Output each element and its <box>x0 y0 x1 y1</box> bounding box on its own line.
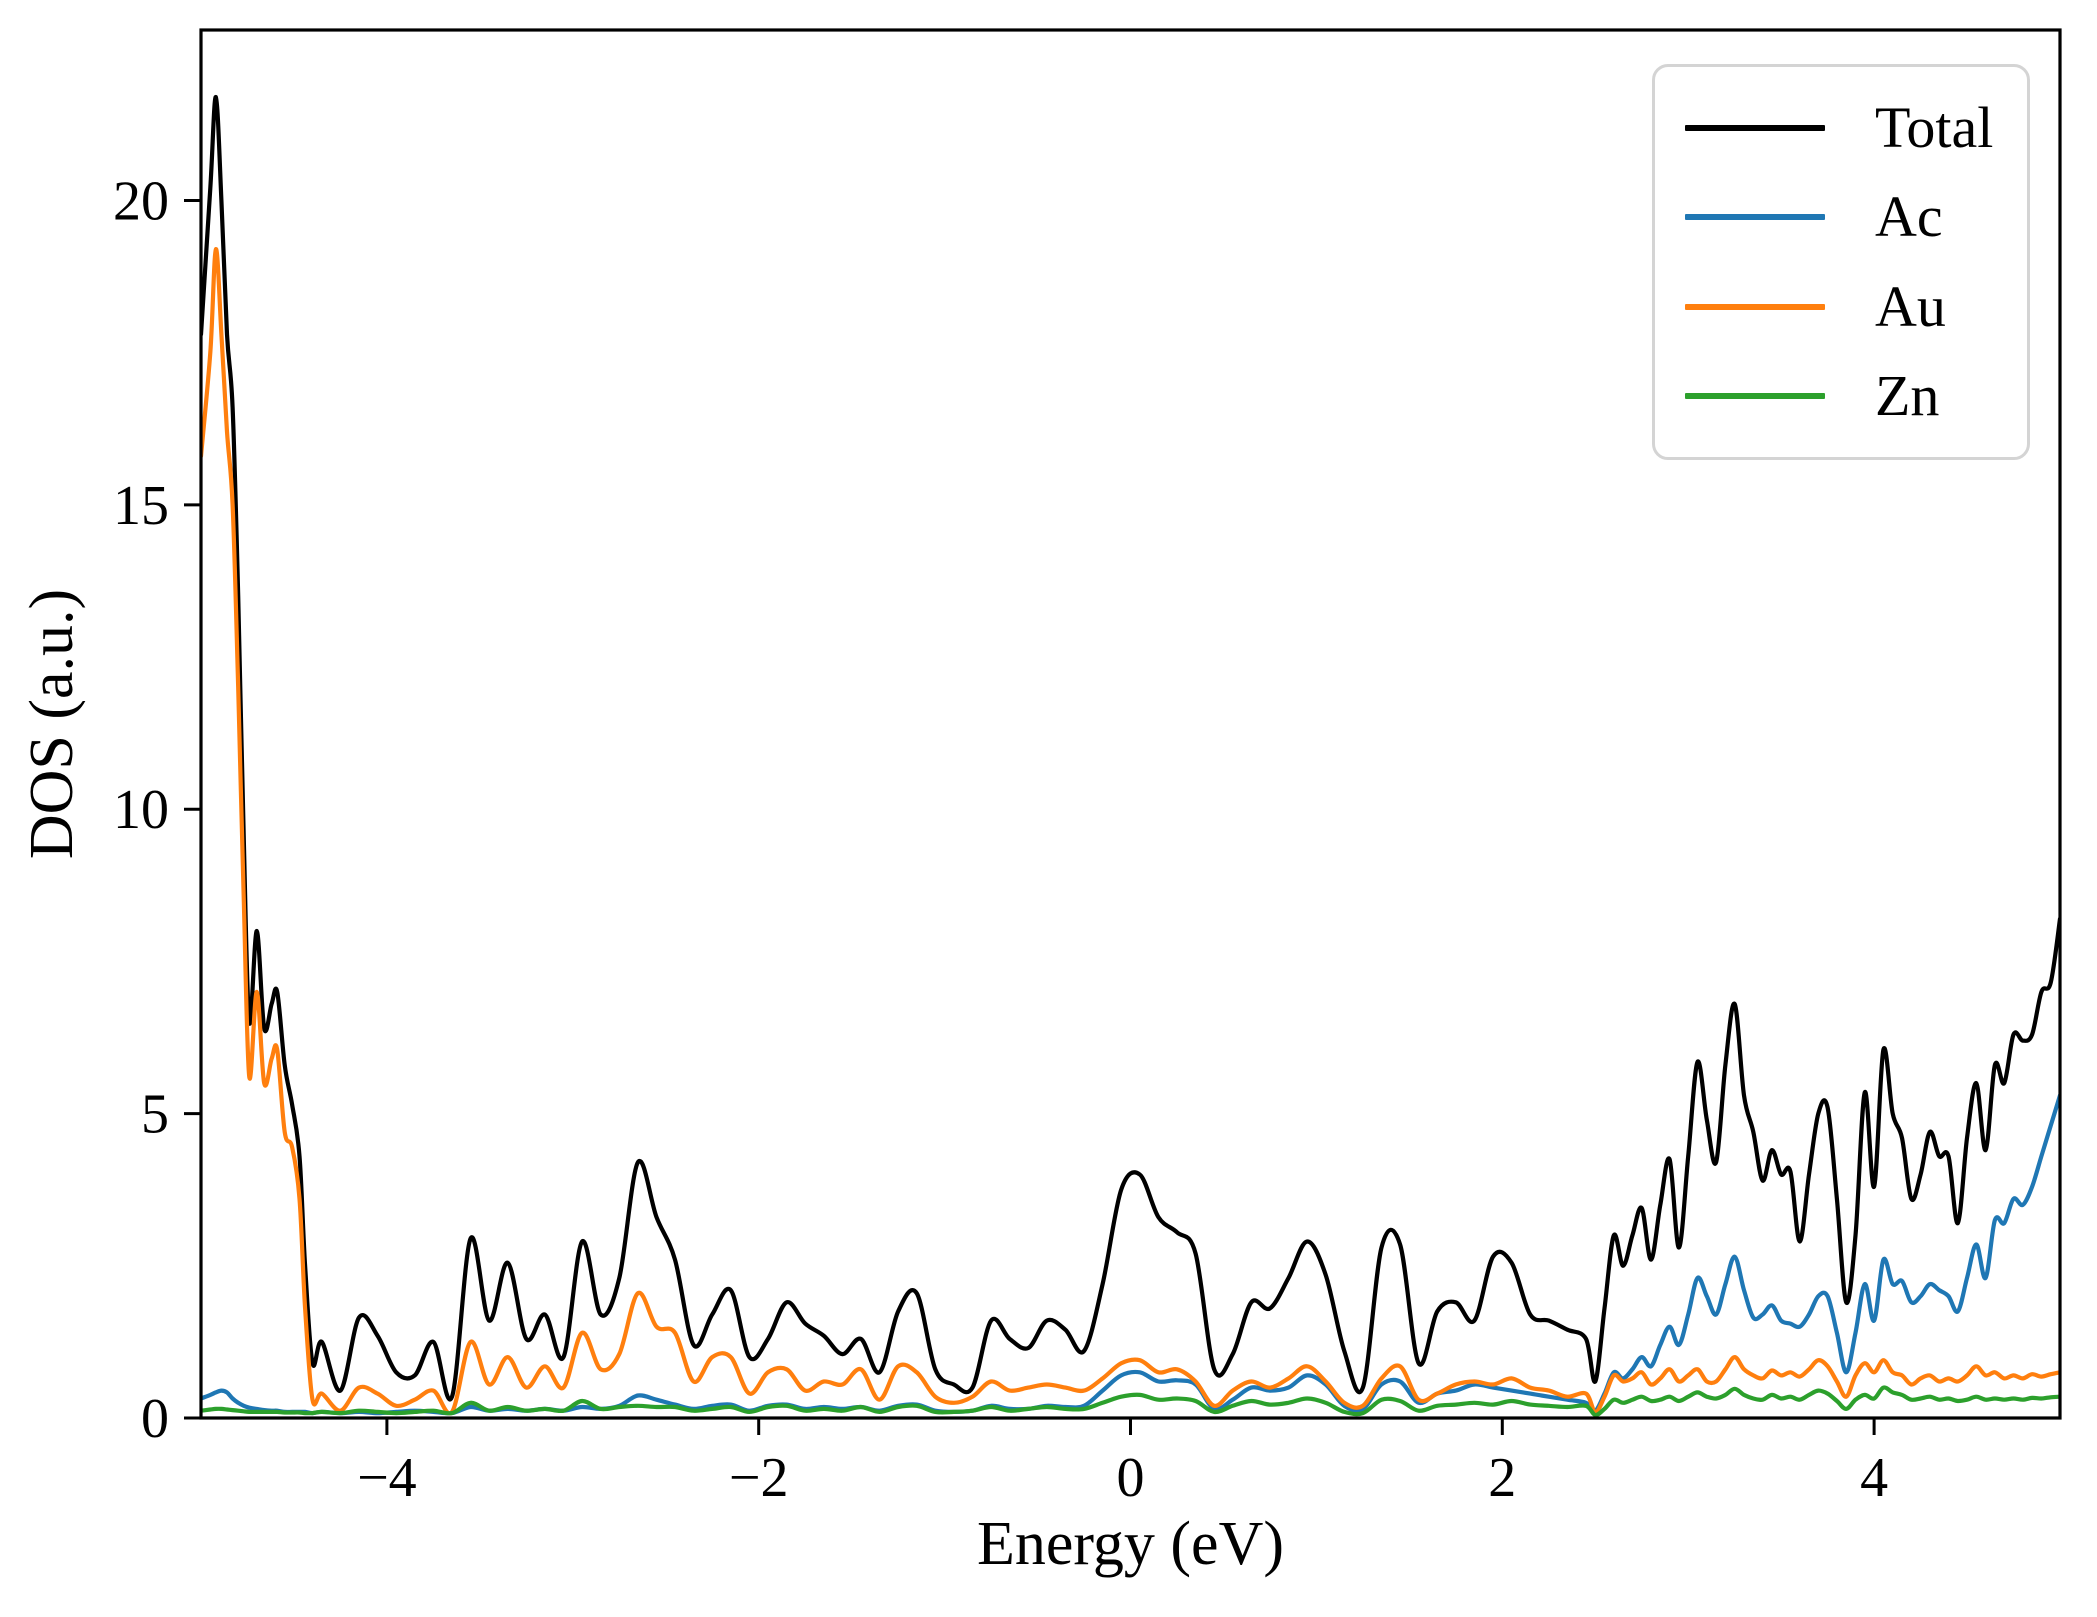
legend-entry-zn: Zn <box>1685 367 2001 425</box>
y-tick-label: 20 <box>113 170 169 232</box>
x-tick-label: 2 <box>1488 1447 1516 1509</box>
series-line-au <box>201 247 2060 1416</box>
legend-entry-au: Au <box>1685 273 2001 339</box>
x-tick-label: −2 <box>729 1447 789 1509</box>
legend: Total Ac Au Zn <box>1652 64 2030 460</box>
series-line-zn <box>201 1385 2060 1418</box>
series-line-total <box>201 94 2060 1402</box>
x-axis-label: Energy (eV) <box>976 1510 1284 1578</box>
y-tick-label: 10 <box>113 779 169 841</box>
x-tick-label: 0 <box>1117 1447 1145 1509</box>
legend-label: Total <box>1875 94 1994 160</box>
y-axis-label: DOS (a.u.) <box>17 588 86 860</box>
legend-label: Zn <box>1875 363 1940 429</box>
legend-line-swatch <box>1685 214 1825 221</box>
legend-entry-total: Total <box>1685 94 2001 160</box>
x-tick-label: −4 <box>357 1447 417 1509</box>
legend-line-swatch <box>1685 124 1825 131</box>
plot-frame <box>199 28 2062 1420</box>
legend-label: Ac <box>1875 184 1943 250</box>
y-tick-label: 15 <box>113 475 169 537</box>
legend-label: Au <box>1875 273 1946 339</box>
legend-line-swatch <box>1685 303 1825 310</box>
series-group <box>201 94 2060 1418</box>
legend-line-swatch <box>1685 393 1825 400</box>
x-tick-label: 4 <box>1860 1447 1888 1509</box>
y-tick-label: 5 <box>141 1084 169 1146</box>
y-tick-label: 0 <box>141 1388 169 1450</box>
legend-entry-ac: Ac <box>1685 188 2001 246</box>
